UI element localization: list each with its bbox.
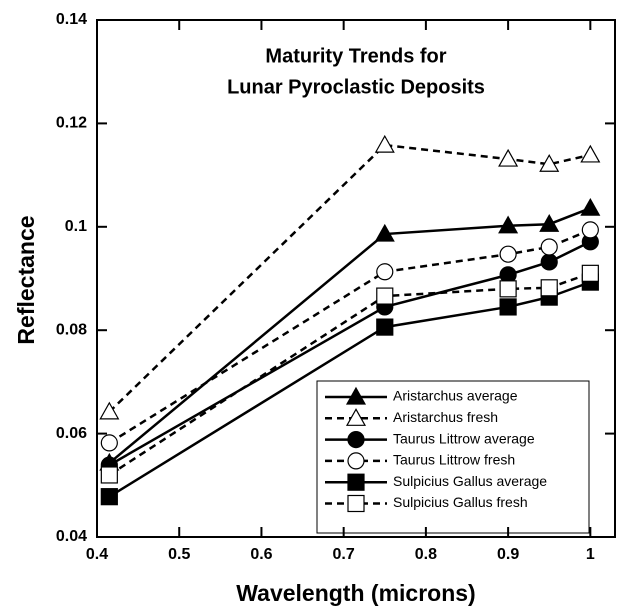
legend-marker	[345, 408, 367, 426]
marker	[376, 287, 394, 305]
x-tick-label: 1	[586, 546, 595, 563]
marker	[540, 279, 558, 297]
marker	[100, 466, 118, 484]
marker	[539, 154, 560, 172]
legend-label: Aristarchus fresh	[393, 409, 498, 425]
legend-marker	[345, 386, 367, 405]
marker	[376, 263, 394, 281]
legend-label: Taurus Littrow fresh	[393, 452, 515, 468]
y-tick-label: 0.06	[56, 425, 87, 442]
marker	[374, 223, 395, 242]
x-axis-title: Wavelength (microns)	[236, 580, 475, 606]
marker	[374, 134, 395, 153]
y-tick-label: 0.04	[56, 528, 87, 545]
marker	[100, 434, 118, 452]
y-tick-label: 0.14	[56, 11, 87, 28]
x-tick-label: 0.6	[250, 546, 272, 563]
x-tick-label: 0.8	[415, 546, 437, 563]
marker	[499, 245, 517, 263]
legend-label: Sulpicius Gallus fresh	[393, 494, 528, 510]
series-line	[108, 272, 591, 477]
chart-title: Lunar Pyroclastic Deposits	[227, 76, 485, 98]
legend-marker	[347, 431, 365, 449]
legend-marker	[347, 494, 365, 513]
x-tick-label: 0.4	[86, 546, 108, 563]
marker	[540, 253, 558, 271]
y-axis-title: Reflectance	[13, 215, 39, 344]
marker	[498, 215, 519, 234]
x-tick-label: 0.5	[168, 546, 190, 563]
marker	[100, 488, 118, 506]
marker	[580, 197, 601, 216]
y-tick-label: 0.12	[56, 115, 87, 132]
legend-label: Sulpicius Gallus average	[393, 473, 547, 489]
y-tick-label: 0.08	[56, 321, 87, 338]
legend-marker	[347, 452, 365, 470]
plot-frame	[96, 19, 616, 538]
x-tick-label: 0.9	[497, 546, 519, 563]
chart-title: Maturity Trends for	[265, 45, 446, 67]
marker	[581, 221, 599, 239]
marker	[498, 148, 519, 167]
marker	[99, 401, 120, 420]
series-line	[108, 143, 591, 413]
marker	[376, 318, 394, 336]
legend-label: Aristarchus average	[393, 388, 518, 404]
y-tick-label: 0.1	[65, 218, 87, 235]
marker	[539, 213, 560, 232]
legend-marker	[347, 473, 365, 491]
x-tick-label: 0.7	[333, 546, 355, 563]
marker	[499, 298, 517, 316]
marker	[580, 144, 601, 163]
marker	[581, 264, 599, 282]
marker	[499, 280, 517, 298]
marker	[540, 238, 558, 256]
legend-label: Taurus Littrow average	[393, 430, 535, 446]
